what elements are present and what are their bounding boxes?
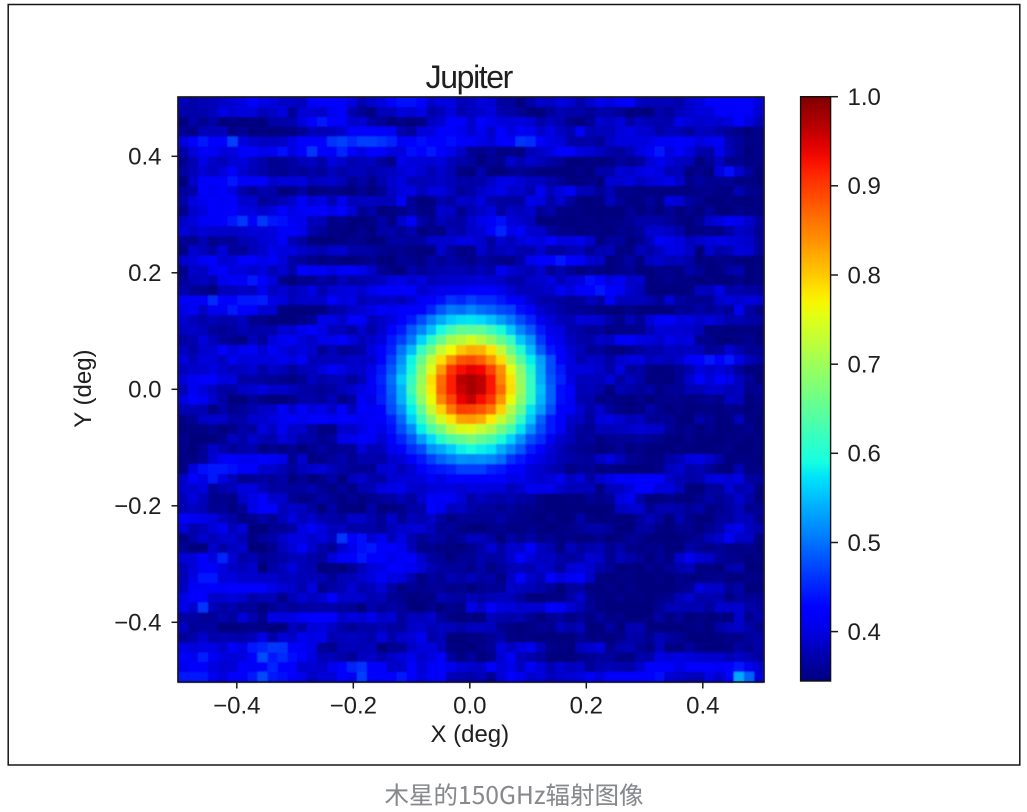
svg-text:−0.2: −0.2 — [330, 693, 377, 720]
svg-text:0.6: 0.6 — [848, 441, 881, 468]
svg-text:Jupiter: Jupiter — [426, 59, 514, 95]
svg-text:0.7: 0.7 — [848, 352, 881, 379]
svg-text:0.4: 0.4 — [686, 693, 719, 720]
svg-text:0.8: 0.8 — [848, 262, 881, 289]
svg-text:0.0: 0.0 — [128, 377, 161, 404]
svg-text:0.9: 0.9 — [848, 173, 881, 200]
svg-text:0.4: 0.4 — [128, 144, 161, 171]
svg-text:0.0: 0.0 — [453, 693, 486, 720]
svg-text:1.0: 1.0 — [848, 84, 881, 111]
svg-text:0.2: 0.2 — [128, 260, 161, 287]
svg-text:−0.4: −0.4 — [213, 693, 260, 720]
svg-text:−0.4: −0.4 — [114, 610, 161, 637]
svg-text:0.2: 0.2 — [570, 693, 603, 720]
svg-text:−0.2: −0.2 — [114, 493, 161, 520]
svg-text:0.4: 0.4 — [848, 619, 881, 646]
svg-text:0.5: 0.5 — [848, 530, 881, 557]
svg-text:Y (deg): Y (deg) — [70, 349, 97, 427]
svg-text:X (deg): X (deg) — [430, 721, 509, 748]
